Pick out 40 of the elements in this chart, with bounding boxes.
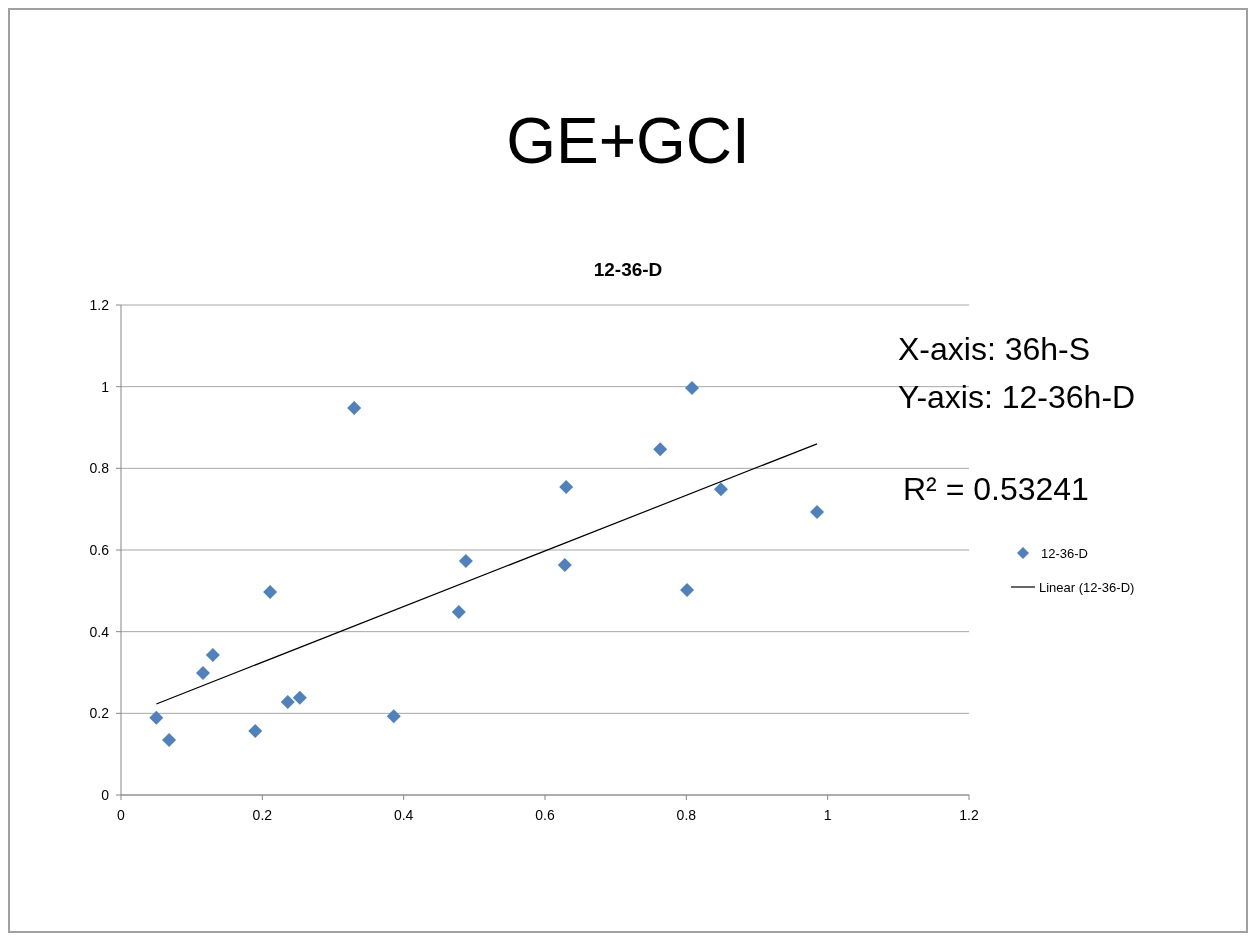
point: [557, 558, 572, 573]
point: [149, 710, 164, 725]
x-tick-label: 0.6: [535, 807, 555, 823]
point: [653, 442, 668, 457]
x-tick-label: 0.4: [393, 807, 414, 823]
x-tick-label: 0.2: [252, 807, 273, 823]
y-tick-label: 1.2: [89, 297, 110, 313]
point: [248, 723, 263, 738]
annotation: R² = 0.53241: [903, 471, 1089, 507]
y-tick-label: 1: [101, 378, 110, 395]
x-tick-label: 1: [823, 807, 832, 823]
x-tick-label: 0: [117, 807, 126, 823]
y-tick-label: 0.4: [89, 623, 110, 640]
point: [451, 605, 466, 620]
point: [458, 554, 473, 569]
point: [205, 647, 220, 662]
chart-title: GE+GCI: [506, 105, 750, 177]
point: [684, 380, 699, 395]
point: [713, 482, 728, 497]
point: [810, 505, 825, 520]
point: [347, 400, 362, 415]
legend-label: Linear (12-36-D): [1039, 580, 1135, 595]
chart-subtitle: 12-36-D: [593, 259, 663, 280]
annotation: Y-axis: 12-36h-D: [898, 379, 1136, 415]
x-tick-label: 0.8: [676, 807, 697, 823]
x-tick-label: 1.2: [959, 807, 979, 823]
point: [280, 694, 295, 709]
point: [195, 665, 210, 680]
y-tick-label: 0.8: [89, 460, 110, 477]
point: [680, 583, 695, 598]
y-tick-label: 0: [101, 787, 110, 803]
legend-label: 12-36-D: [1041, 546, 1088, 561]
point: [386, 709, 401, 724]
point: [162, 732, 177, 747]
point: [263, 585, 278, 600]
annotation: X-axis: 36h-S: [898, 331, 1091, 367]
y-tick-label: 0.2: [89, 705, 110, 722]
point: [292, 690, 307, 705]
point: [559, 480, 574, 495]
y-tick-label: 0.6: [89, 542, 110, 558]
